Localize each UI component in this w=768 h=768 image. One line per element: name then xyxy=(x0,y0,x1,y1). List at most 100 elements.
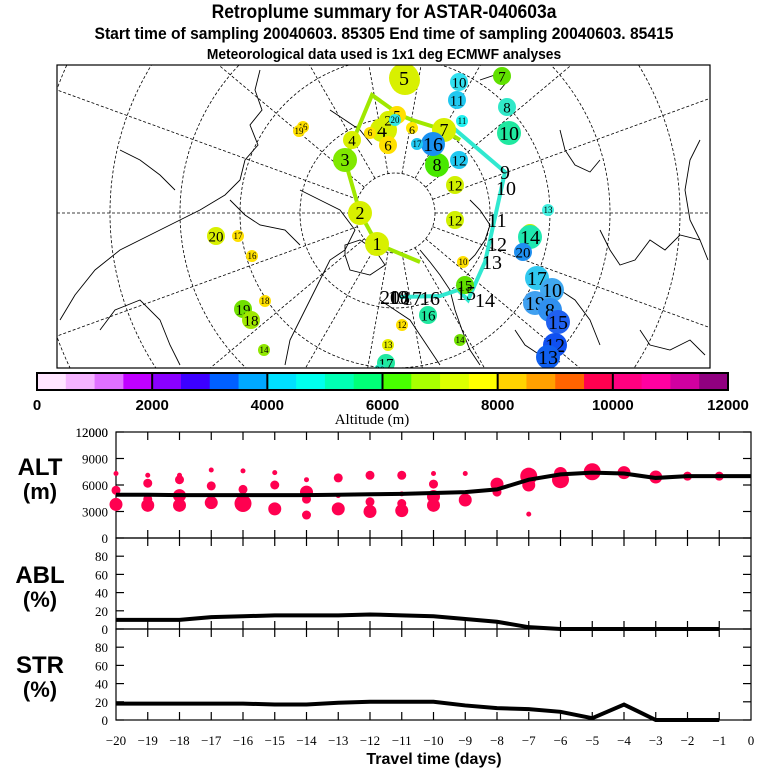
plume-cluster: 6 xyxy=(364,127,376,139)
cluster-label: 4 xyxy=(377,120,387,142)
trajectory-2-day-label: 10 xyxy=(496,178,516,200)
plume-cluster: 20 xyxy=(207,227,225,245)
coastline xyxy=(229,199,301,246)
plume-cluster-circle xyxy=(343,131,361,149)
plume-cluster-circle xyxy=(232,230,244,242)
plume-cluster: 10 xyxy=(540,278,564,302)
plume-cluster: 8 xyxy=(498,98,516,116)
plume-cluster: 17 xyxy=(377,354,395,368)
alt-cluster-point xyxy=(458,493,472,507)
colorbar-segment xyxy=(37,373,67,390)
panel-ylabel-unit: (m) xyxy=(23,479,57,504)
plume-cluster: 16 xyxy=(421,132,445,156)
day-label: 2 xyxy=(356,203,365,223)
cluster-label: 8 xyxy=(503,100,511,116)
cluster-label: 12 xyxy=(452,153,467,169)
plume-cluster-circle xyxy=(421,132,445,156)
x-tick-label: −2 xyxy=(681,733,695,748)
met-data-note: Meteorological data used is 1x1 deg ECMW… xyxy=(206,46,562,63)
x-tick-label: −16 xyxy=(233,733,254,748)
trajectory-2-day-label: 20 xyxy=(380,287,400,309)
alt-cluster-point xyxy=(109,497,123,511)
cluster-label: 11 xyxy=(458,116,467,126)
cluster-label: 10 xyxy=(459,257,469,267)
colorbar-segment xyxy=(353,373,383,390)
meridian-line xyxy=(305,247,376,368)
panel-ylabel: STR xyxy=(16,652,64,679)
plume-clusters: 1234567855442206678101011111216171212131… xyxy=(207,65,570,368)
trajectory-2-day-label: 14 xyxy=(475,290,495,312)
cluster-label: 14 xyxy=(456,335,466,345)
y-tick-label: 60 xyxy=(95,567,108,582)
trajectory-2-day-label: 12 xyxy=(487,234,507,256)
alt-cluster-point xyxy=(333,473,343,483)
coastline xyxy=(464,199,491,266)
colorbar-segment xyxy=(324,373,355,390)
plume-cluster-circle xyxy=(456,115,468,127)
plume-cluster-circle xyxy=(425,153,449,177)
plume-cluster-circle xyxy=(293,125,305,137)
y-tick-label: 80 xyxy=(95,640,108,655)
plume-cluster-circle xyxy=(396,319,408,331)
coastline xyxy=(419,249,481,366)
plume-cluster: 14 xyxy=(258,344,270,356)
time-series-panels: 03000600090001200012000ALT(m)020406080AB… xyxy=(15,425,754,748)
cluster-label: 12 xyxy=(448,213,463,229)
plume-cluster: 18 xyxy=(259,295,271,307)
str-fraction-line xyxy=(116,699,720,722)
colorbar-segment xyxy=(123,373,153,390)
colorbar-segment xyxy=(209,373,240,390)
plume-cluster: 18 xyxy=(242,311,260,329)
sampling-times: Start time of sampling 20040603. 85305 E… xyxy=(94,24,674,43)
plume-cluster: 14 xyxy=(454,334,466,346)
plume-cluster: 15 xyxy=(546,310,570,334)
panel-ylabel: ABL xyxy=(15,562,64,589)
colorbar-segment xyxy=(641,373,671,390)
cluster-label: 13 xyxy=(544,205,554,215)
panel-ylabel-unit: (%) xyxy=(23,587,57,612)
coastline xyxy=(639,329,706,356)
plume-cluster-circle xyxy=(518,225,542,249)
alt-cluster-point xyxy=(397,470,407,480)
day-label: 1 xyxy=(373,234,382,254)
meridian-line xyxy=(57,89,358,200)
x-tick-label: −3 xyxy=(649,733,663,748)
y-tick-label: 12000 xyxy=(76,425,109,440)
day-label: 8 xyxy=(433,155,442,175)
x-tick-label: 0 xyxy=(748,733,755,748)
cluster-label: 8 xyxy=(545,300,555,322)
cluster-label: 12 xyxy=(398,320,407,330)
plume-cluster: 17 xyxy=(232,230,244,242)
cluster-label: 15 xyxy=(548,312,568,334)
meridian-line xyxy=(432,226,710,329)
plume-cluster-circle xyxy=(514,243,532,261)
meridian-line xyxy=(414,247,485,368)
plume-cluster-circle xyxy=(364,127,376,139)
plume-cluster-circle xyxy=(450,151,468,169)
colorbar-segment xyxy=(94,373,124,390)
panel-ylabel-unit: (%) xyxy=(23,677,57,702)
x-tick-label: −5 xyxy=(585,733,599,748)
colorbar-segment xyxy=(468,373,499,390)
plume-cluster: 16 xyxy=(246,250,258,262)
x-tick-label: −7 xyxy=(522,733,536,748)
abl-fraction-line xyxy=(116,612,720,631)
colorbar-segment xyxy=(267,373,297,390)
colorbar-segment xyxy=(612,373,643,390)
alt-cluster-point xyxy=(208,467,214,473)
cluster-label: 19 xyxy=(295,126,305,136)
alt-cluster-point xyxy=(363,505,377,518)
plume-cluster: 12 xyxy=(396,319,408,331)
day-label: 3 xyxy=(341,150,350,170)
alt-cluster-point xyxy=(175,475,184,485)
cluster-label: 17 xyxy=(413,139,423,149)
plume-cluster: 20 xyxy=(389,114,401,126)
meridian-line xyxy=(217,65,365,188)
cluster-label: 20 xyxy=(209,229,224,245)
plume-cluster: 7 xyxy=(493,67,511,85)
panel-ylabel: ALT xyxy=(18,454,63,481)
plume-cluster-circle xyxy=(419,306,437,324)
colorbar-label: Altitude (m) xyxy=(335,412,410,428)
alt-cluster-point xyxy=(526,511,532,517)
